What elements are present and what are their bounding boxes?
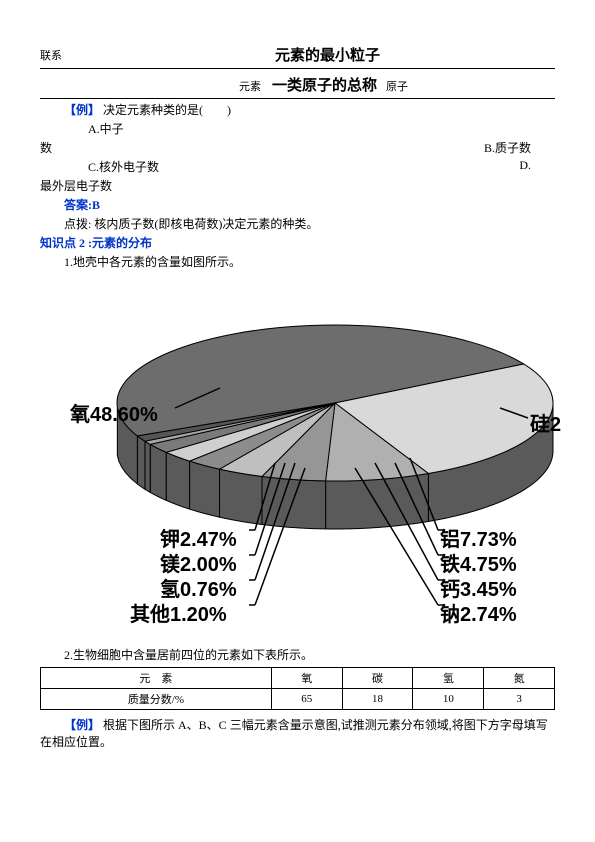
table-c3: 3 (484, 689, 555, 710)
pie-chart: 氧48.60%硅2钾2.47%镁2.00%氢0.76%其他1.20%铝7.73%… (40, 278, 555, 638)
table-header-row: 元 素 氧 碳 氢 氮 (41, 668, 555, 689)
table-row-label: 质量分数/% (41, 689, 272, 710)
table-h2: 碳 (342, 668, 413, 689)
table-c0: 65 (271, 689, 342, 710)
table-c1: 18 (342, 689, 413, 710)
table-c2: 10 (413, 689, 484, 710)
header-sub-right: 原子 (386, 81, 408, 93)
answer-label: 答案:B (64, 198, 100, 212)
option-b-right: B.质子数 (484, 139, 555, 156)
option-d: 最外层电子数 (40, 177, 555, 194)
pie-label: 氧48.60% (70, 398, 158, 427)
pie-label: 其他1.20% (130, 598, 227, 627)
example-label: 【例】 (64, 103, 100, 117)
point2-title: 知识点 2 :元素的分布 (40, 234, 555, 251)
option-d-label: D. (519, 158, 555, 175)
header-row-1: 联系 元素的最小粒子 (40, 40, 555, 67)
answer: 答案:B (40, 196, 555, 213)
table-h3: 氢 (413, 668, 484, 689)
option-a: A.中子 (40, 120, 555, 137)
pie-label: 钠2.74% (440, 598, 517, 627)
table-h0: 元 素 (41, 668, 272, 689)
table-caption: 2.生物细胞中含量居前四位的元素如下表所示。 (40, 646, 555, 663)
footer-text: 根据下图所示 A、B、C 三幅元素含量示意图,试推测元素分布领域,将图下方字母填… (40, 718, 548, 749)
header-row-2: 元素 一类原子的总称 原子 (40, 70, 555, 97)
relation-label: 联系 (40, 47, 100, 63)
header-divider-2 (40, 98, 555, 99)
option-c: C.核外电子数 (40, 158, 159, 175)
footer-example: 【例】 根据下图所示 A、B、C 三幅元素含量示意图,试推测元素分布领域,将图下… (40, 716, 555, 750)
header-sub-bold: 一类原子的总称 (272, 77, 377, 94)
answer-tip: 点拨: 核内质子数(即核电荷数)决定元素的种类。 (40, 215, 555, 232)
element-table: 元 素 氧 碳 氢 氮 质量分数/% 65 18 10 3 (40, 667, 555, 710)
footer-label: 【例】 (64, 718, 100, 732)
option-c-row: C.核外电子数 D. (40, 158, 555, 175)
table-h4: 氮 (484, 668, 555, 689)
pie-label: 硅2 (530, 408, 561, 437)
option-b-left: 数 (40, 139, 52, 156)
header-sub-left: 元素 (239, 81, 261, 93)
point2-line1: 1.地壳中各元素的含量如图所示。 (40, 253, 555, 270)
header-title: 元素的最小粒子 (275, 47, 380, 64)
example-q-text: 决定元素种类的是( ) (103, 103, 231, 117)
point2-title-text: 知识点 2 :元素的分布 (40, 236, 152, 250)
header-divider (40, 68, 555, 69)
table-row: 质量分数/% 65 18 10 3 (41, 689, 555, 710)
table-h1: 氧 (271, 668, 342, 689)
option-b-row: 数 B.质子数 (40, 139, 555, 156)
example-question: 【例】 决定元素种类的是( ) (40, 101, 555, 118)
